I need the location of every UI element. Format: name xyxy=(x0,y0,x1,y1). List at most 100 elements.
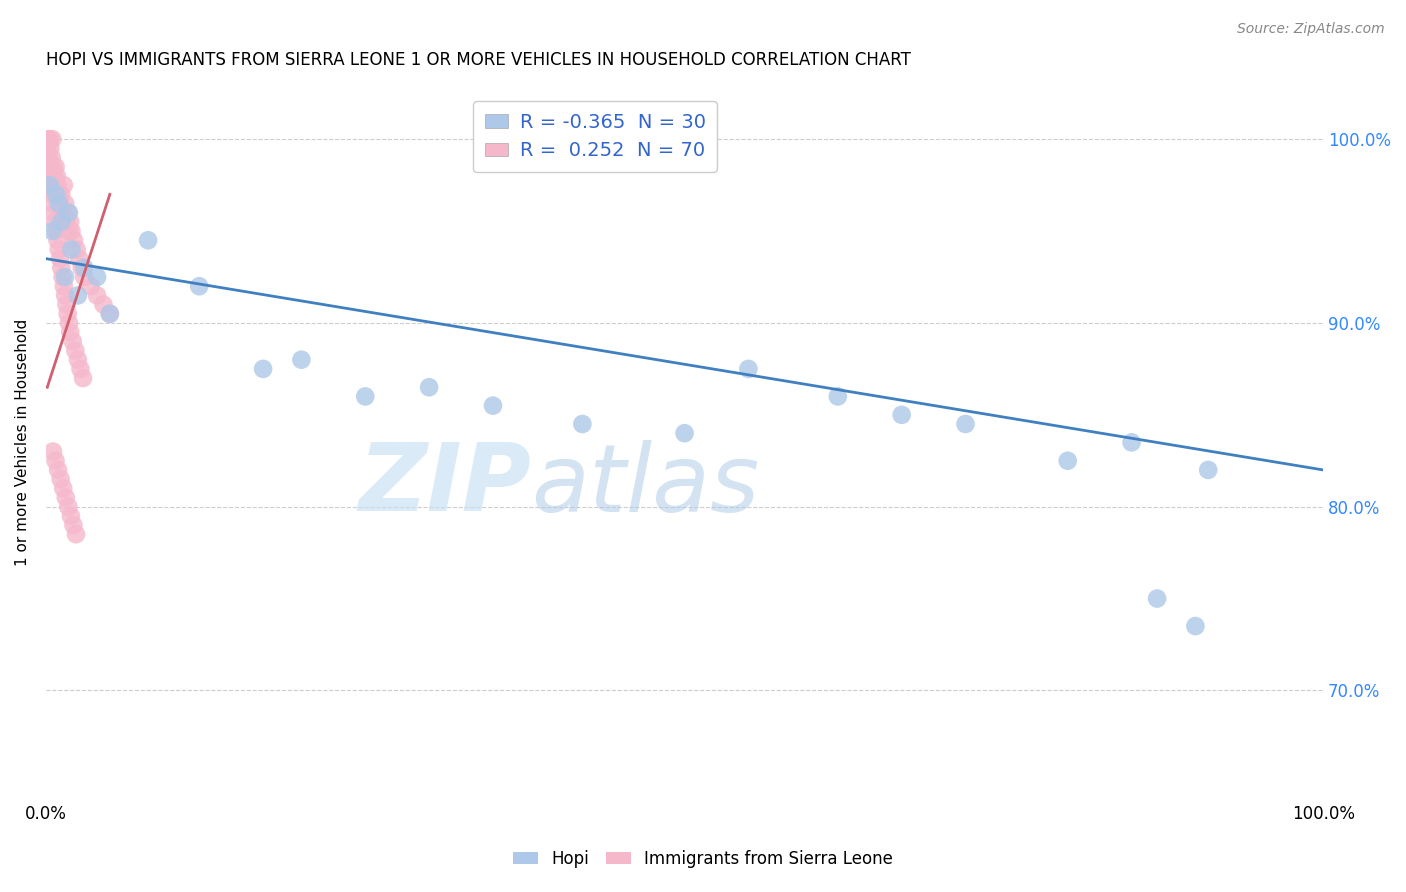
Legend: Hopi, Immigrants from Sierra Leone: Hopi, Immigrants from Sierra Leone xyxy=(506,844,900,875)
Point xyxy=(38,178,60,193)
Point xyxy=(46,178,69,193)
Point xyxy=(418,380,440,394)
Point xyxy=(39,141,62,155)
Point xyxy=(72,371,94,385)
Point xyxy=(290,352,312,367)
Point xyxy=(51,215,73,229)
Point xyxy=(48,187,70,202)
Point xyxy=(98,307,121,321)
Point xyxy=(65,343,87,358)
Point xyxy=(44,187,66,202)
Text: atlas: atlas xyxy=(531,440,759,531)
Point xyxy=(48,243,70,257)
Point xyxy=(1056,454,1078,468)
Point xyxy=(53,270,76,285)
Point xyxy=(38,132,60,146)
Point xyxy=(67,252,90,266)
Point xyxy=(46,463,69,477)
Point xyxy=(66,288,89,302)
Point xyxy=(45,169,67,183)
Point xyxy=(38,169,60,183)
Point xyxy=(49,472,72,486)
Text: Source: ZipAtlas.com: Source: ZipAtlas.com xyxy=(1237,22,1385,37)
Point xyxy=(65,243,87,257)
Point xyxy=(55,215,77,229)
Point xyxy=(86,270,108,285)
Point xyxy=(53,196,76,211)
Point xyxy=(42,444,65,458)
Point xyxy=(55,491,77,505)
Point xyxy=(45,187,67,202)
Point xyxy=(52,270,75,285)
Point xyxy=(52,481,75,495)
Point xyxy=(42,205,65,219)
Point xyxy=(59,508,82,523)
Point xyxy=(41,151,63,165)
Point xyxy=(890,408,912,422)
Point xyxy=(673,426,696,441)
Point xyxy=(827,389,849,403)
Point xyxy=(51,187,73,202)
Point xyxy=(571,417,593,431)
Point xyxy=(1146,591,1168,606)
Point xyxy=(45,160,67,174)
Point xyxy=(59,215,82,229)
Point xyxy=(73,270,96,285)
Point xyxy=(58,205,80,219)
Point xyxy=(66,352,89,367)
Point xyxy=(73,260,96,275)
Point xyxy=(45,224,67,238)
Legend: R = -0.365  N = 30, R =  0.252  N = 70: R = -0.365 N = 30, R = 0.252 N = 70 xyxy=(472,101,717,172)
Point xyxy=(52,178,75,193)
Point xyxy=(59,325,82,339)
Point xyxy=(98,307,121,321)
Point xyxy=(60,224,83,238)
Point xyxy=(53,288,76,302)
Point xyxy=(37,132,59,146)
Point xyxy=(44,169,66,183)
Point xyxy=(955,417,977,431)
Text: ZIP: ZIP xyxy=(359,440,531,532)
Point xyxy=(62,518,84,533)
Point xyxy=(62,334,84,349)
Point xyxy=(51,260,73,275)
Point xyxy=(38,178,60,193)
Point xyxy=(63,233,86,247)
Point xyxy=(65,527,87,541)
Point xyxy=(188,279,211,293)
Point xyxy=(39,187,62,202)
Point xyxy=(46,233,69,247)
Point xyxy=(38,151,60,165)
Point xyxy=(58,316,80,330)
Point xyxy=(60,243,83,257)
Y-axis label: 1 or more Vehicles in Household: 1 or more Vehicles in Household xyxy=(15,318,30,566)
Point xyxy=(42,178,65,193)
Point xyxy=(93,297,115,311)
Point xyxy=(52,279,75,293)
Point xyxy=(38,160,60,174)
Point xyxy=(58,224,80,238)
Point xyxy=(56,205,79,219)
Text: HOPI VS IMMIGRANTS FROM SIERRA LEONE 1 OR MORE VEHICLES IN HOUSEHOLD CORRELATION: HOPI VS IMMIGRANTS FROM SIERRA LEONE 1 O… xyxy=(46,51,911,69)
Point xyxy=(252,362,274,376)
Point xyxy=(41,196,63,211)
Point xyxy=(41,132,63,146)
Point xyxy=(49,196,72,211)
Point xyxy=(482,399,505,413)
Point xyxy=(69,362,91,376)
Point xyxy=(70,260,93,275)
Point xyxy=(48,196,70,211)
Point xyxy=(1184,619,1206,633)
Point xyxy=(42,160,65,174)
Point xyxy=(56,307,79,321)
Point xyxy=(79,279,101,293)
Point xyxy=(45,187,67,202)
Point xyxy=(136,233,159,247)
Point xyxy=(39,169,62,183)
Point xyxy=(58,500,80,514)
Point xyxy=(354,389,377,403)
Point xyxy=(41,224,63,238)
Point xyxy=(49,252,72,266)
Point xyxy=(1197,463,1219,477)
Point xyxy=(86,288,108,302)
